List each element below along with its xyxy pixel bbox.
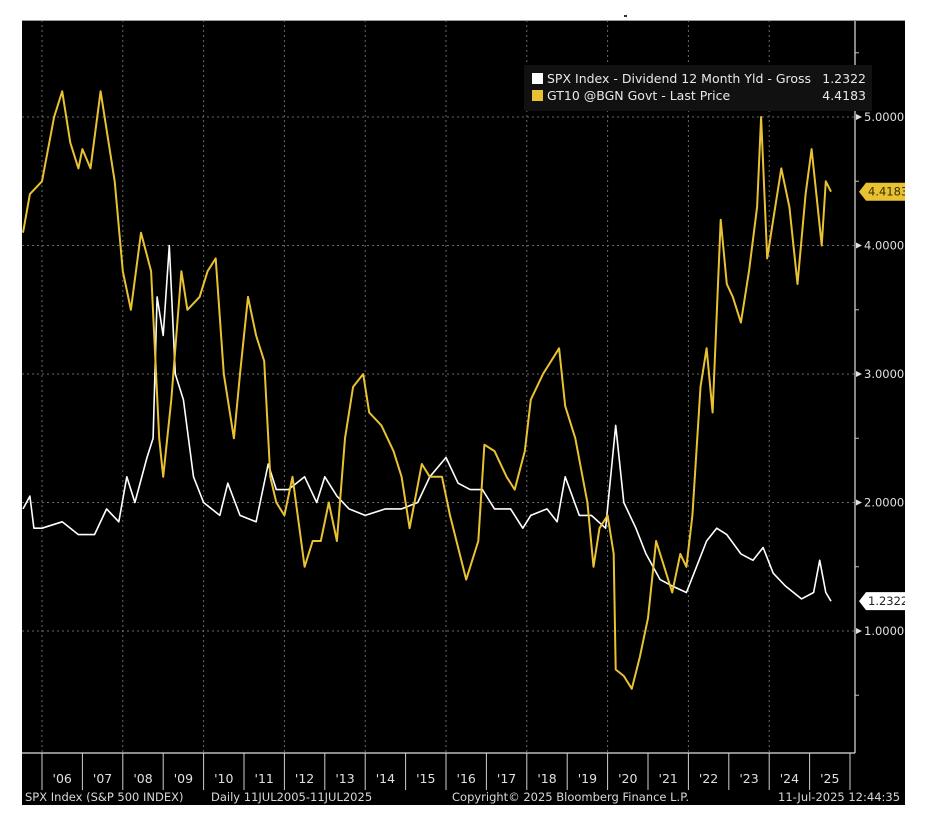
last-value-badge-gt10: 4.4183 [859, 182, 905, 201]
x-tick-label: '15 [416, 771, 435, 786]
x-tick-label: '18 [537, 771, 556, 786]
footer-copyright: Copyright© 2025 Bloomberg Finance L.P. [452, 790, 689, 804]
y-tick-marker [856, 628, 862, 634]
legend-item-spx[interactable]: SPX Index - Dividend 12 Month Yld - Gros… [532, 71, 866, 87]
x-tick-label: '25 [820, 771, 839, 786]
axis-layer: 5.0000 4.0000 3.0000 2.0000 1.0000 '06 '07 '08 '… [22, 20, 905, 790]
series-line-gt10-yield [22, 90, 832, 690]
x-tick-label: '14 [376, 771, 395, 786]
grid-layer [22, 20, 855, 753]
x-tick-label: '17 [497, 771, 516, 786]
top-marker [624, 15, 627, 17]
y-tick-marker [856, 371, 862, 377]
x-tick-label: '09 [174, 771, 193, 786]
last-value-badge-gt10-shape [859, 182, 905, 201]
y-tick-label: 2.0000 [864, 496, 904, 510]
x-tick-label: '10 [214, 771, 233, 786]
y-tick-label: 1.0000 [864, 624, 904, 638]
series-layer [22, 90, 832, 690]
x-tick-label: '12 [295, 771, 314, 786]
last-value-badge-gt10-text: 4.4183 [868, 185, 905, 199]
y-tick-label: 3.0000 [864, 367, 904, 381]
legend-swatch-spx [532, 73, 543, 84]
legend-value-gt10: 4.4183 [822, 88, 866, 103]
y-tick-marker [856, 242, 862, 249]
x-tick-label: '19 [578, 771, 597, 786]
x-tick-label: '08 [133, 771, 152, 786]
y-tick-marker [856, 114, 862, 120]
x-tick-label: '13 [335, 771, 354, 786]
footer-security: SPX Index (S&P 500 INDEX) [25, 790, 184, 804]
x-tick-label: '07 [93, 771, 112, 786]
chart-panel: 5.0000 4.0000 3.0000 2.0000 1.0000 '06 '07 '08 '… [22, 20, 905, 805]
last-value-badge-spx-text: 1.2322 [868, 594, 905, 608]
x-tick-label: '24 [780, 771, 799, 786]
footer-period: Daily 11JUL2005-11JUL2025 [211, 790, 373, 804]
last-value-badge-spx-shape [859, 592, 905, 611]
x-tick-label: '22 [699, 771, 718, 786]
x-tick-label: '20 [618, 771, 637, 786]
y-tick-label: 4.0000 [864, 239, 904, 253]
y-tick-label: 5.0000 [864, 110, 904, 124]
legend-label-gt10: GT10 @BGN Govt - Last Price [547, 88, 731, 103]
x-tick-label: '23 [739, 771, 758, 786]
legend-item-gt10[interactable]: GT10 @BGN Govt - Last Price 4.4183 [532, 88, 866, 104]
series-line-spx-dividend-yield [22, 244, 832, 602]
last-value-badge-spx: 1.2322 [859, 592, 905, 611]
legend-label-spx: SPX Index - Dividend 12 Month Yld - Gros… [547, 71, 812, 86]
legend-value-spx: 1.2322 [822, 71, 866, 86]
x-tick-label: '16 [457, 771, 476, 786]
x-tick-label: '11 [255, 771, 274, 786]
legend-swatch-gt10 [532, 90, 543, 101]
x-tick-label: '06 [53, 771, 72, 786]
x-tick-label: '21 [659, 771, 678, 786]
chart-svg: 5.0000 4.0000 3.0000 2.0000 1.0000 '06 '07 '08 '… [22, 20, 905, 790]
legend: SPX Index - Dividend 12 Month Yld - Gros… [524, 65, 872, 111]
y-tick-marker [856, 499, 862, 506]
footer-timestamp: 11-Jul-2025 12:44:35 [778, 790, 901, 804]
